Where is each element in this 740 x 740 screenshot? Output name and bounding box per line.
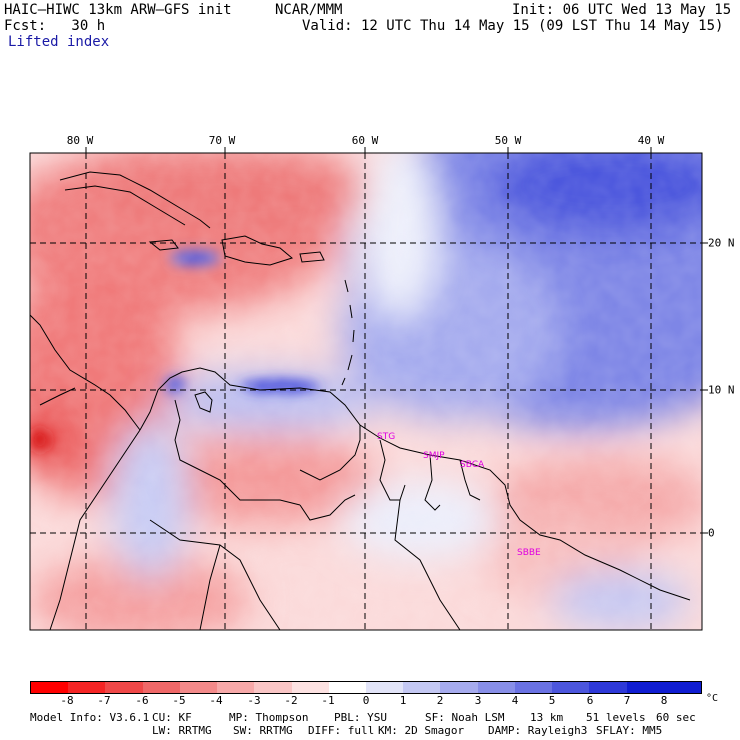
colorbar-tick: -3 [247,694,261,707]
colorbar-swatch [328,682,366,693]
colorbar-swatch [589,682,627,693]
colorbar-swatch [31,682,69,693]
station-label-stg: STG [377,432,396,442]
lon-label-60w: 60 W [351,134,379,147]
colorbar-tick: 2 [436,694,444,707]
lw-scheme: LW: RRTMG [152,724,212,737]
colorbar-tick: -7 [97,694,111,707]
colorbar-swatch [254,682,292,693]
colorbar-swatch [477,682,515,693]
colorbar-tick: -8 [60,694,74,707]
org-label: NCAR/MMM [275,2,343,18]
colorbar-swatch [365,682,404,693]
colorbar-tick: 7 [623,694,631,707]
sflay-option: SFLAY: MM5 [596,724,663,737]
colorbar-tick: 8 [660,694,668,707]
colorbar-swatch [179,682,218,693]
vertical-levels: 51 levels [586,711,646,724]
colorbar-tick: 5 [548,694,556,707]
colorbar-tick: -5 [172,694,186,707]
colorbar-swatch [291,682,329,693]
station-label-sbca: SBCA [460,460,485,470]
field-name: Lifted index [8,34,110,50]
sw-scheme: SW: RRTMG [233,724,293,737]
colorbar-swatch [142,682,180,693]
damp-option: DAMP: Rayleigh3 [488,724,588,737]
colorbar-swatch [68,682,106,693]
colorbar-tick: -4 [209,694,223,707]
forecast-hour: Fcst: 30 h [4,18,106,34]
lat-label-0: 0 [708,526,715,540]
colorbar [30,681,702,694]
colorbar-swatch [514,682,553,693]
colorbar-tick: 3 [474,694,482,707]
init-time: Init: 06 UTC Wed 13 May 15 [512,2,732,18]
km-option: KM: 2D Smagor [378,724,465,737]
valid-time: Valid: 12 UTC Thu 14 May 15 (09 LST Thu … [302,18,724,34]
colorbar-tick: -2 [284,694,298,707]
colorbar-tick: 0 [362,694,370,707]
lat-label-20n: 20 N [708,236,735,250]
lon-label-70w: 70 W [208,134,236,147]
colorbar-swatch [403,682,441,693]
colorbar-swatch [217,682,255,693]
lon-label-40w: 40 W [637,134,665,147]
colorbar-swatch [105,682,143,693]
colorbar-tick: -6 [135,694,149,707]
model-version: Model Info: V3.6.1 [30,711,150,724]
station-label-smjp: SMJP [423,451,445,461]
colorbar-swatch [552,682,590,693]
lat-label-10n: 10 N [708,383,735,397]
colorbar-tick: -1 [321,694,335,707]
lon-label-80w: 80 W [66,134,94,147]
mp-scheme: MP: Thompson [229,711,309,724]
colorbar-swatch [440,682,478,693]
colorbar-tick: 1 [399,694,407,707]
grid-spacing: 13 km [530,711,564,724]
sf-scheme: SF: Noah LSM [425,711,505,724]
pbl-scheme: PBL: YSU [334,711,387,724]
station-label-sbbe: SBBE [517,548,541,558]
colorbar-swatch [626,682,664,693]
cu-scheme: CU: KF [152,711,192,724]
colorbar-unit: °C [706,693,719,704]
diff-option: DIFF: full [308,724,375,737]
lon-label-50w: 50 W [494,134,522,147]
colorbar-tick: 6 [586,694,594,707]
colorbar-swatch [663,682,701,693]
colorbar-tick: 4 [511,694,519,707]
model-title: HAIC–HIWC 13km ARW–GFS init [4,2,232,18]
time-step: 60 sec [656,711,696,724]
